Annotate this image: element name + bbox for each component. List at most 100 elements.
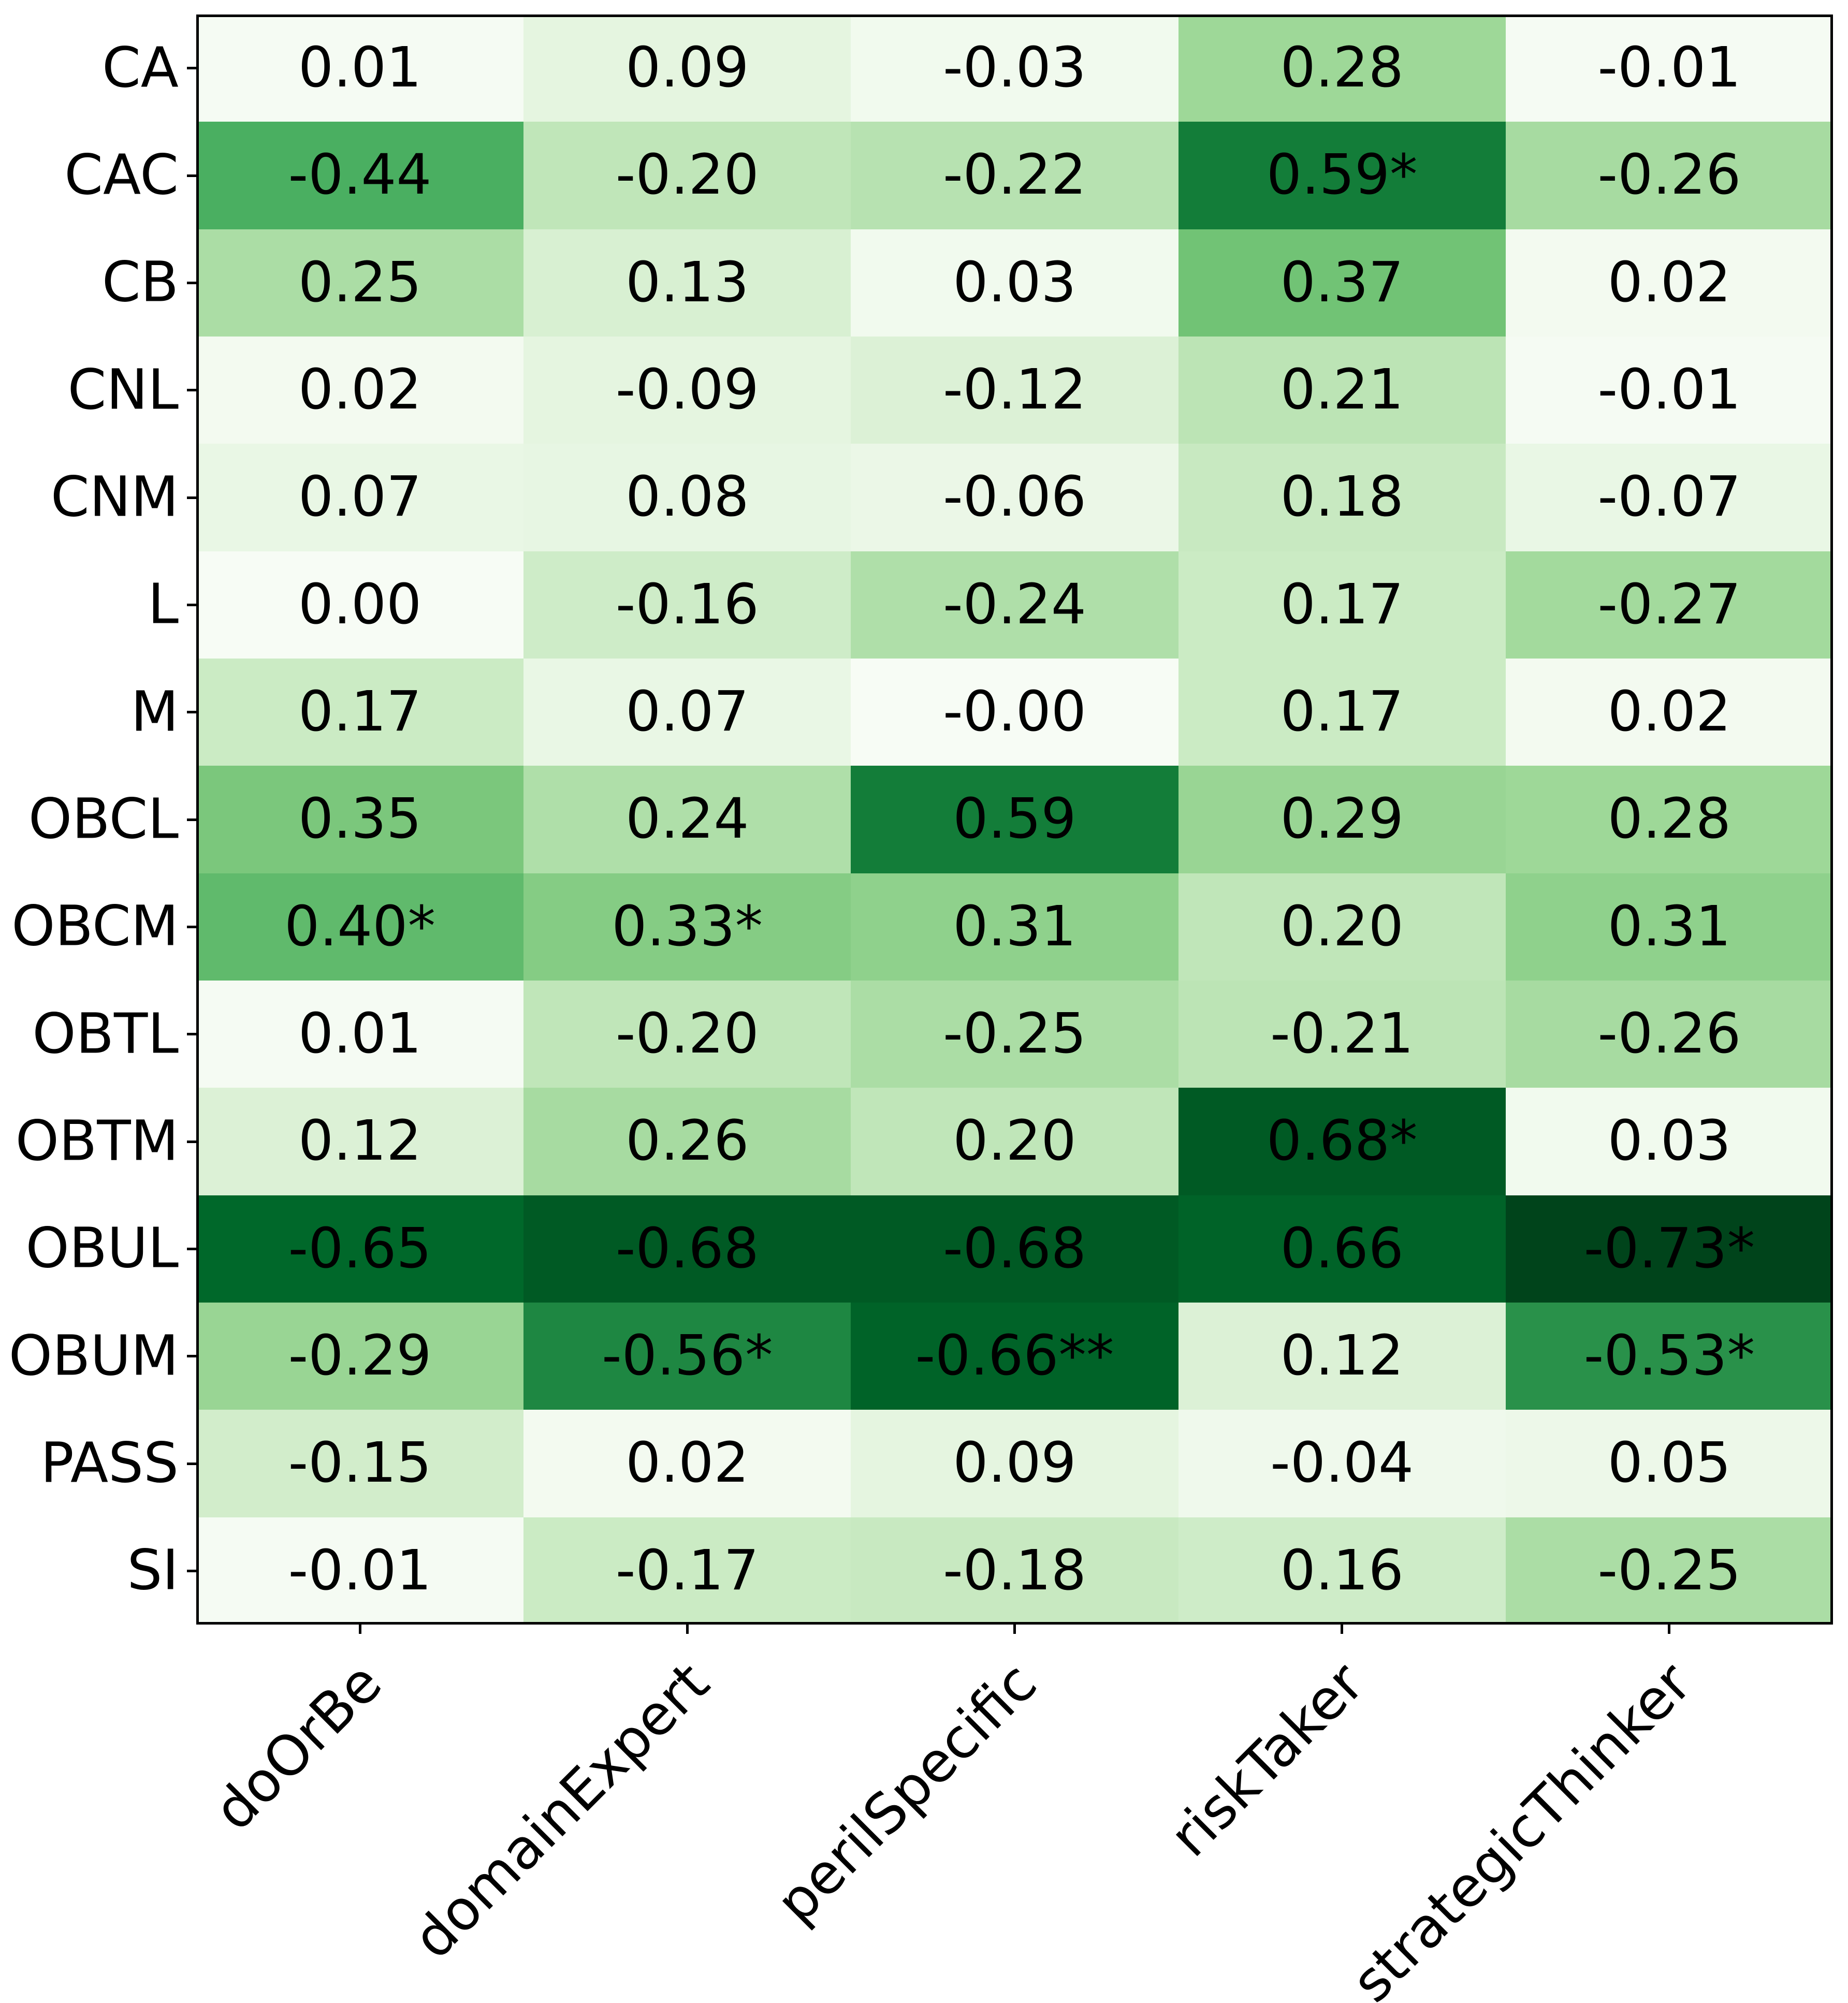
heatmap-cell: 0.02 bbox=[523, 1410, 851, 1517]
x-axis-label: perilSpecific bbox=[764, 1650, 1049, 1936]
cell-value-label: 0.21 bbox=[1280, 358, 1404, 422]
cell-value-label: 0.28 bbox=[1607, 787, 1731, 852]
cell-value-label: -0.07 bbox=[1597, 465, 1741, 530]
heatmap-cell: 0.33* bbox=[523, 873, 851, 981]
heatmap-cell: -0.18 bbox=[851, 1517, 1178, 1625]
cell-value-label: 0.20 bbox=[953, 1109, 1076, 1174]
cell-value-label: 0.02 bbox=[625, 1431, 749, 1496]
heatmap-cell: 0.03 bbox=[851, 229, 1178, 337]
cell-value-label: -0.53* bbox=[1583, 1324, 1755, 1388]
y-tick-mark bbox=[187, 67, 196, 70]
x-tick-mark bbox=[1013, 1625, 1016, 1634]
cell-value-label: -0.20 bbox=[615, 143, 759, 208]
y-axis-label: CA bbox=[102, 36, 179, 100]
y-tick-mark bbox=[187, 818, 196, 821]
heatmap-cell: -0.09 bbox=[523, 336, 851, 444]
heatmap-cell: 0.35 bbox=[196, 766, 524, 873]
x-tick-mark bbox=[686, 1625, 689, 1634]
cell-value-label: -0.66** bbox=[915, 1324, 1114, 1388]
y-tick-mark bbox=[187, 603, 196, 606]
cell-value-label: -0.44 bbox=[288, 143, 432, 208]
y-tick-mark bbox=[187, 925, 196, 928]
heatmap-cell: 0.66 bbox=[1178, 1195, 1506, 1303]
x-tick-mark bbox=[358, 1625, 361, 1634]
y-axis-label: CB bbox=[101, 250, 179, 315]
cell-value-label: 0.02 bbox=[1607, 250, 1731, 315]
cell-value-label: -0.01 bbox=[1597, 358, 1741, 422]
heatmap-cell: -0.24 bbox=[851, 551, 1178, 659]
heatmap-cell: -0.04 bbox=[1178, 1410, 1506, 1517]
cell-value-label: -0.00 bbox=[943, 680, 1086, 744]
heatmap-cell: 0.18 bbox=[1178, 444, 1506, 551]
heatmap-cell: 0.21 bbox=[1178, 336, 1506, 444]
cell-value-label: 0.59 bbox=[953, 787, 1076, 852]
x-tick-mark bbox=[1341, 1625, 1344, 1634]
cell-value-label: -0.17 bbox=[615, 1538, 759, 1603]
y-tick-mark bbox=[187, 281, 196, 284]
heatmap-cell: -0.25 bbox=[1505, 1517, 1833, 1625]
heatmap-cell: 0.09 bbox=[851, 1410, 1178, 1517]
cell-value-label: 0.26 bbox=[625, 1109, 749, 1174]
heatmap-cell: -0.20 bbox=[523, 980, 851, 1088]
heatmap-cell: -0.20 bbox=[523, 122, 851, 229]
x-axis-label: strategicThinker bbox=[1340, 1650, 1704, 2003]
cell-value-label: 0.66 bbox=[1280, 1216, 1404, 1281]
heatmap-cell: 0.07 bbox=[196, 444, 524, 551]
heatmap-cell: 0.02 bbox=[196, 336, 524, 444]
heatmap-cell: 0.13 bbox=[523, 229, 851, 337]
cell-value-label: 0.02 bbox=[1607, 680, 1731, 744]
cell-value-label: -0.26 bbox=[1597, 1002, 1741, 1066]
cell-value-label: 0.02 bbox=[298, 358, 422, 422]
cell-value-label: -0.65 bbox=[288, 1216, 432, 1281]
heatmap-cell: -0.66** bbox=[851, 1302, 1178, 1410]
cell-value-label: -0.15 bbox=[288, 1431, 432, 1496]
cell-value-label: 0.37 bbox=[1280, 250, 1404, 315]
heatmap-cell: -0.01 bbox=[1505, 14, 1833, 122]
y-axis-label: M bbox=[130, 680, 179, 744]
cell-value-label: 0.07 bbox=[625, 680, 749, 744]
cell-value-label: 0.08 bbox=[625, 465, 749, 530]
heatmap-cell: -0.26 bbox=[1505, 122, 1833, 229]
heatmap-cell: -0.03 bbox=[851, 14, 1178, 122]
cell-value-label: -0.20 bbox=[615, 1002, 759, 1066]
y-tick-mark bbox=[187, 711, 196, 714]
heatmap-cell: 0.28 bbox=[1178, 14, 1506, 122]
heatmap-cell: -0.16 bbox=[523, 551, 851, 659]
cell-value-label: 0.68* bbox=[1266, 1109, 1418, 1174]
heatmap-cell: -0.68 bbox=[523, 1195, 851, 1303]
cell-value-label: 0.20 bbox=[1280, 894, 1404, 959]
heatmap-cell: -0.07 bbox=[1505, 444, 1833, 551]
heatmap-cell: 0.03 bbox=[1505, 1088, 1833, 1195]
cell-value-label: -0.68 bbox=[615, 1216, 759, 1281]
heatmap-cell: -0.44 bbox=[196, 122, 524, 229]
cell-value-label: 0.17 bbox=[1280, 680, 1404, 744]
heatmap-cell: 0.09 bbox=[523, 14, 851, 122]
heatmap-cell: -0.01 bbox=[196, 1517, 524, 1625]
cell-value-label: -0.09 bbox=[615, 358, 759, 422]
cell-value-label: -0.22 bbox=[943, 143, 1086, 208]
x-axis-label: doOrBe bbox=[202, 1650, 395, 1843]
cell-value-label: 0.09 bbox=[953, 1431, 1076, 1496]
y-tick-mark bbox=[187, 174, 196, 177]
y-axis-label: OBUL bbox=[25, 1216, 179, 1281]
cell-value-label: -0.01 bbox=[1597, 36, 1741, 100]
cell-value-label: 0.01 bbox=[298, 1002, 422, 1066]
cell-value-label: -0.04 bbox=[1270, 1431, 1414, 1496]
cell-value-label: 0.59* bbox=[1266, 143, 1418, 208]
y-tick-mark bbox=[187, 389, 196, 392]
y-axis-label: OBCM bbox=[11, 894, 179, 959]
cell-value-label: 0.13 bbox=[625, 250, 749, 315]
heatmap-cell: -0.65 bbox=[196, 1195, 524, 1303]
cell-value-label: 0.16 bbox=[1280, 1538, 1404, 1603]
y-tick-mark bbox=[187, 1355, 196, 1358]
heatmap-cell: -0.53* bbox=[1505, 1302, 1833, 1410]
cell-value-label: 0.00 bbox=[298, 572, 422, 637]
heatmap-cell: -0.73* bbox=[1505, 1195, 1833, 1303]
heatmap-cell: 0.25 bbox=[196, 229, 524, 337]
heatmap-cell: 0.31 bbox=[851, 873, 1178, 981]
x-axis-label: riskTaker bbox=[1158, 1650, 1377, 1869]
heatmap-cell: -0.12 bbox=[851, 336, 1178, 444]
cell-value-label: -0.24 bbox=[943, 572, 1086, 637]
heatmap-cell: 0.59* bbox=[1178, 122, 1506, 229]
